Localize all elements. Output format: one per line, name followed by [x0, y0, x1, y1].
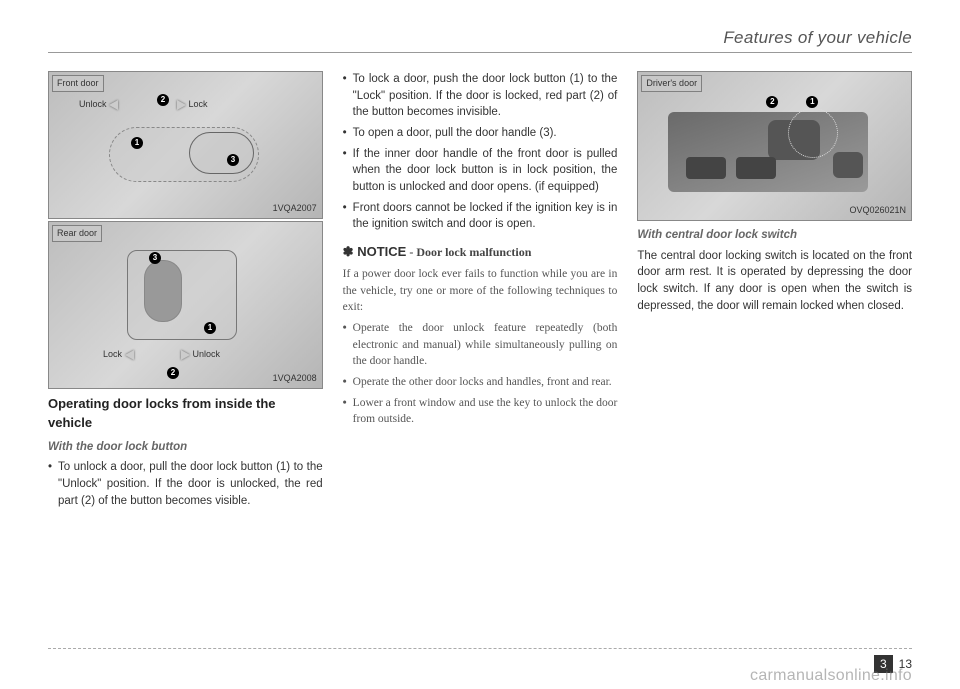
notice-bullet: • Lower a front window and use the key t… — [343, 395, 618, 428]
column-1: Front door Unlock 2 Lock 1 3 1VQA2007 Re… — [48, 71, 323, 513]
figure-drivers-door: Driver's door 2 1 OVQ026021N — [637, 71, 912, 221]
column-3: Driver's door 2 1 OVQ026021N With centra… — [637, 71, 912, 513]
bullet-dot: • — [343, 374, 353, 391]
notice-bullet: • Operate the other door locks and handl… — [343, 374, 618, 391]
notice-intro: If a power door lock ever fails to funct… — [343, 266, 618, 316]
bullet-text: To lock a door, push the door lock butto… — [353, 71, 618, 121]
bullet-item: • If the inner door handle of the front … — [343, 146, 618, 196]
notice-star-icon: ✽ — [343, 244, 354, 259]
bullet-text: To unlock a door, pull the door lock but… — [58, 459, 323, 509]
figure-label: Rear door — [52, 225, 102, 242]
bullet-item: • Front doors cannot be locked if the ig… — [343, 200, 618, 233]
bullet-dot: • — [343, 200, 353, 233]
figure-label: Driver's door — [641, 75, 702, 92]
arrow-left-icon — [125, 350, 134, 360]
notice-main: NOTICE — [357, 244, 406, 259]
figure-code: 1VQA2008 — [273, 372, 317, 385]
bullet-dot: • — [343, 125, 353, 142]
figure-code: 1VQA2007 — [273, 202, 317, 215]
content-columns: Front door Unlock 2 Lock 1 3 1VQA2007 Re… — [48, 71, 912, 513]
unlock-label: Unlock — [193, 349, 221, 359]
arrow-right-icon — [181, 350, 190, 360]
figure-label: Front door — [52, 75, 104, 92]
bullet-text: Front doors cannot be locked if the igni… — [353, 200, 618, 233]
arrow-right-icon — [177, 100, 186, 110]
callout-2: 2 — [157, 94, 169, 106]
callout-3: 3 — [227, 154, 239, 166]
callout-3: 3 — [149, 252, 161, 264]
bullet-text: Operate the other door locks and handles… — [353, 374, 612, 391]
bullet-text: Operate the door unlock feature repeated… — [353, 320, 618, 370]
callout-2: 2 — [167, 367, 179, 379]
section-header: Features of your vehicle — [48, 28, 912, 53]
bullet-dot: • — [48, 459, 58, 509]
notice-sub: - Door lock malfunction — [406, 245, 531, 259]
bullet-text: To open a door, pull the door handle (3)… — [353, 125, 557, 142]
bullet-text: Lower a front window and use the key to … — [353, 395, 618, 428]
subheading-lock-button: With the door lock button — [48, 439, 323, 456]
bullet-dot: • — [343, 320, 353, 370]
callout-1: 1 — [806, 96, 818, 108]
bullet-dot: • — [343, 395, 353, 428]
bullet-item: • To unlock a door, pull the door lock b… — [48, 459, 323, 509]
watermark: carmanualsonline.info — [750, 667, 912, 685]
bullet-text: If the inner door handle of the front do… — [353, 146, 618, 196]
callout-1: 1 — [204, 322, 216, 334]
callout-1: 1 — [131, 137, 143, 149]
lock-label: Lock — [103, 349, 122, 359]
bullet-item: • To open a door, pull the door handle (… — [343, 125, 618, 142]
notice-bullet: • Operate the door unlock feature repeat… — [343, 320, 618, 370]
subheading-central-lock: With central door lock switch — [637, 227, 912, 244]
unlock-label: Unlock — [79, 99, 107, 109]
lock-label: Lock — [189, 99, 208, 109]
callout-2: 2 — [766, 96, 778, 108]
bullet-item: • To lock a door, push the door lock but… — [343, 71, 618, 121]
central-lock-paragraph: The central door locking switch is locat… — [637, 248, 912, 315]
figure-code: OVQ026021N — [849, 204, 906, 217]
bullet-dot: • — [343, 71, 353, 121]
figure-front-door: Front door Unlock 2 Lock 1 3 1VQA2007 — [48, 71, 323, 219]
notice-heading: ✽ NOTICE - Door lock malfunction — [343, 243, 618, 262]
arrow-left-icon — [109, 100, 118, 110]
column-2: • To lock a door, push the door lock but… — [343, 71, 618, 513]
bullet-dot: • — [343, 146, 353, 196]
heading-operating-locks: Operating door locks from inside the veh… — [48, 395, 323, 433]
figure-rear-door: Rear door 3 1 Lock Unlock 2 1VQA2008 — [48, 221, 323, 389]
